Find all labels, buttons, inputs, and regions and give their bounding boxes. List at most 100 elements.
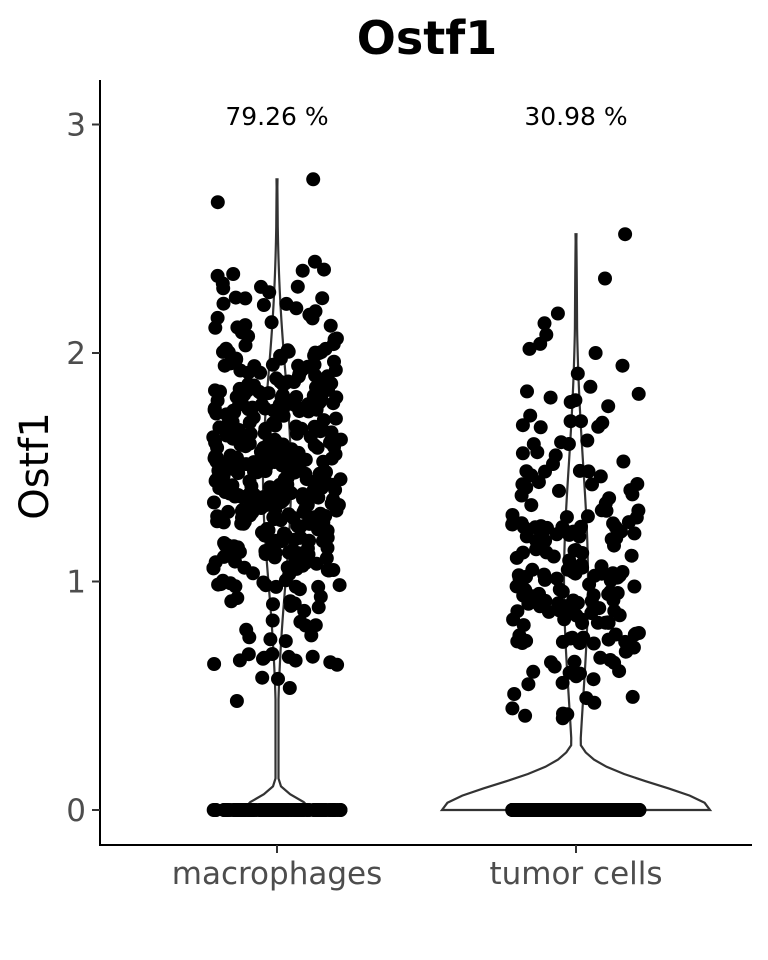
data-point [543,390,558,405]
data-point [602,491,617,506]
data-point [320,541,335,555]
data-point [238,291,253,306]
data-point [519,464,534,479]
data-point [254,279,268,294]
data-point [515,418,530,433]
data-point [220,423,235,437]
data-point [275,450,290,465]
data-point [570,595,585,610]
data-point [313,589,328,604]
data-point [246,410,261,425]
y-tick-label: 0 [66,793,86,829]
percent-label: 79.26 % [225,102,328,131]
data-point [210,195,225,210]
data-point [554,435,569,450]
data-point [289,390,304,404]
data-point [242,474,257,489]
data-point [588,346,603,360]
data-point [598,271,612,286]
data-point [546,549,561,564]
data-point [507,687,522,701]
data-point [265,357,280,372]
data-point [530,445,545,460]
data-point [595,415,610,430]
data-point [255,670,270,685]
data-point [574,414,588,429]
data-point [289,561,304,576]
data-point [583,379,598,394]
data-point [229,694,244,708]
data-point [208,435,223,450]
data-point [246,566,260,581]
data-point [515,446,530,461]
data-point [217,803,232,817]
data-point [269,579,284,594]
data-point [278,634,293,649]
data-point [609,803,624,817]
data-point [326,563,341,577]
data-point [290,279,305,294]
data-point [607,655,622,670]
data-point [216,296,231,311]
data-point [516,803,531,817]
data-point [311,471,326,486]
data-point [271,671,285,686]
data-point [333,472,348,487]
data-point [278,573,293,588]
data-point [593,650,608,665]
data-point [291,546,306,561]
data-point [268,503,283,517]
data-point [586,636,601,651]
data-point [294,363,309,378]
data-point [256,651,270,666]
data-point [217,358,232,373]
data-point [627,526,642,541]
data-point [555,634,570,649]
data-point [302,533,317,548]
data-point [326,492,340,507]
data-point [210,393,225,408]
data-point [538,464,552,479]
data-point [524,498,539,513]
data-point [229,390,244,404]
data-point [328,411,343,426]
data-point [210,268,225,283]
data-point [616,454,631,469]
data-point [289,301,304,316]
data-point [211,463,226,478]
data-point [306,482,321,497]
data-point [562,665,577,680]
data-point [568,393,583,408]
data-point [256,298,271,312]
data-point [236,516,251,531]
data-point [308,368,323,383]
data-point [330,657,345,672]
data-point [552,483,566,498]
data-point [570,366,585,381]
data-point [230,591,245,605]
data-point [590,615,605,630]
data-point [326,396,341,411]
data-point [555,520,570,535]
data-point [206,561,221,576]
data-point [573,666,587,681]
data-point [549,571,564,586]
data-point [254,501,269,515]
data-point [531,803,546,817]
data-point [262,435,277,450]
data-point [276,408,291,423]
data-point [625,689,640,704]
data-point [242,630,257,645]
data-point [308,304,323,319]
y-axis-label: Ostf1 [12,412,58,520]
data-point [610,570,625,585]
data-point [586,672,601,687]
data-point [601,615,616,630]
data-point [283,598,298,613]
data-point [628,626,643,641]
data-point [282,681,297,695]
data-point [274,534,289,549]
data-point [305,649,320,664]
data-point [612,608,627,623]
